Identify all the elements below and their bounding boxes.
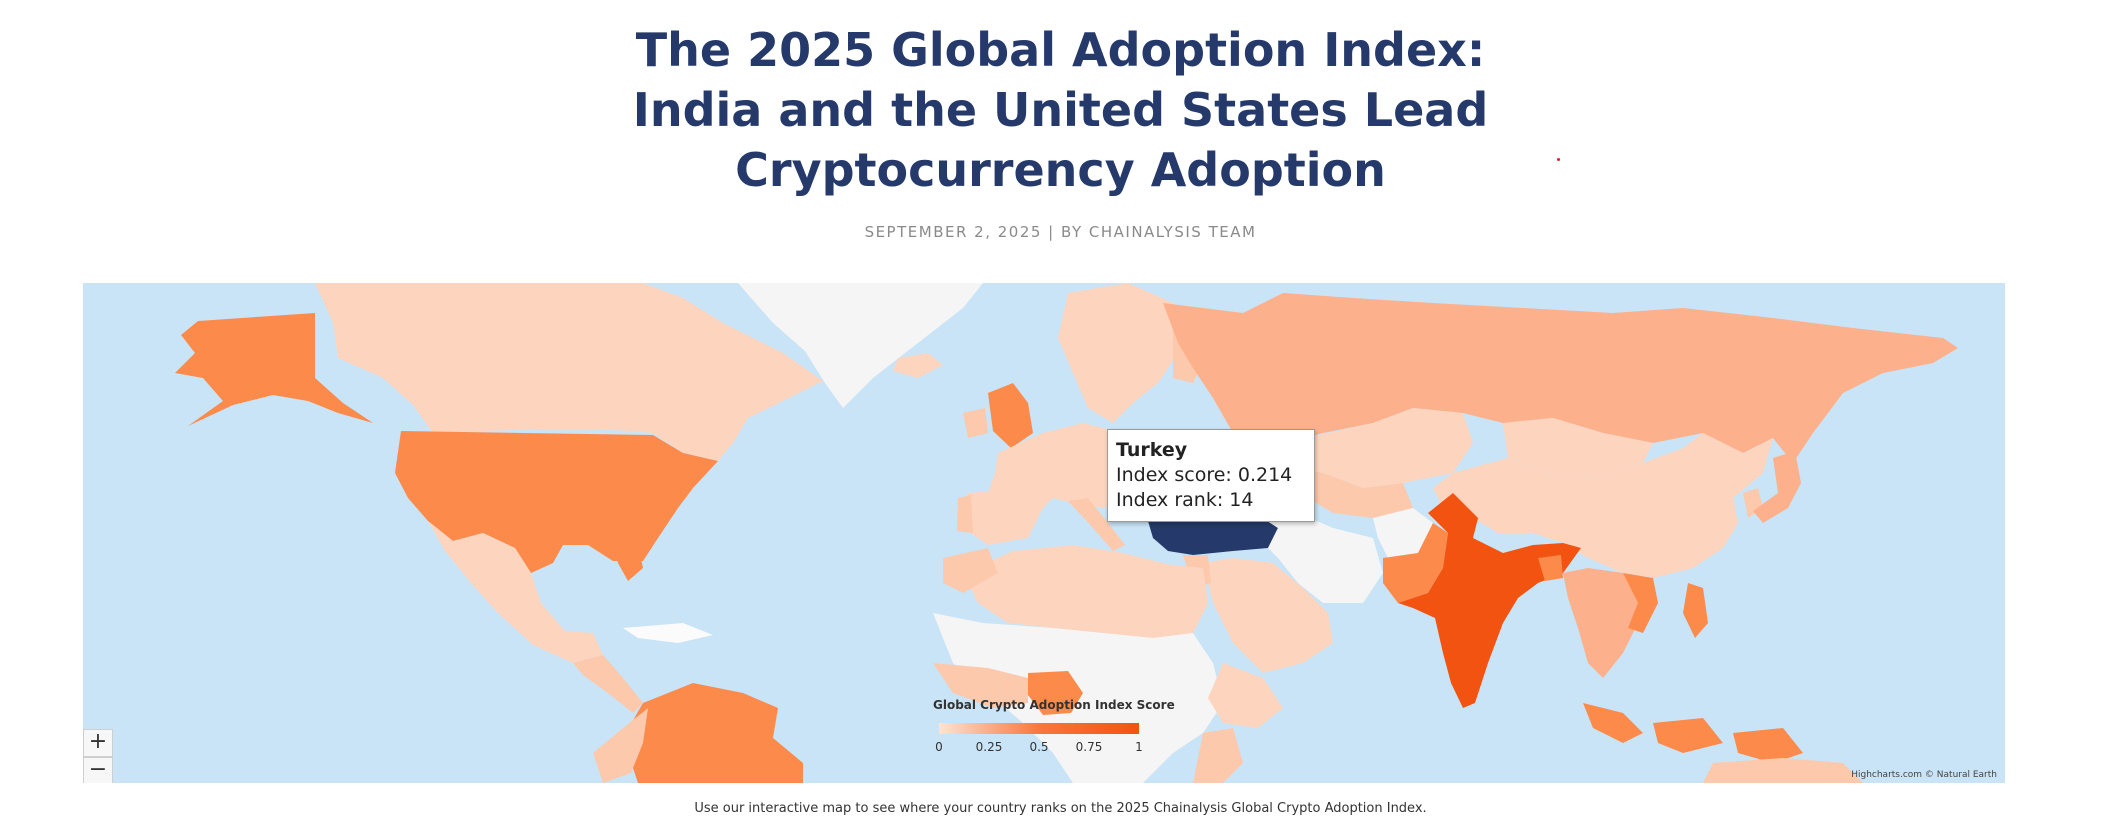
country-mongolia[interactable] <box>1503 418 1653 478</box>
country-vietnam[interactable] <box>1623 573 1658 633</box>
tooltip-rank-value: 14 <box>1229 489 1254 511</box>
country-united-states-florida[interactable] <box>613 545 643 581</box>
country-alaska[interactable] <box>175 313 373 426</box>
zoom-in-button[interactable]: + <box>83 729 113 757</box>
country-kenya[interactable] <box>1193 728 1243 783</box>
country-kazakhstan[interactable] <box>1283 408 1473 488</box>
country-greenland[interactable] <box>738 283 983 408</box>
legend-tick-1: 0.25 <box>975 740 1003 754</box>
country-portugal[interactable] <box>957 495 973 533</box>
article-title: The 2025 Global Adoption Index: India an… <box>0 20 2121 200</box>
country-venezuela[interactable] <box>623 683 803 783</box>
tooltip-rank-row: Index rank: 14 <box>1116 488 1306 513</box>
country-egypt[interactable] <box>1153 563 1208 633</box>
country-spain[interactable] <box>968 488 1043 545</box>
country-italy[interactable] <box>1068 498 1125 551</box>
legend-tick-4: 1 <box>1135 740 1143 754</box>
tooltip-score-value: 0.214 <box>1237 464 1293 486</box>
country-indonesia[interactable] <box>1583 703 1803 763</box>
legend-tick-2: 0.5 <box>1029 740 1049 754</box>
legend-ticks: 0 0.25 0.5 0.75 1 <box>935 740 1143 756</box>
legend-tick-3: 0.75 <box>1075 740 1103 754</box>
tooltip-score-label: Index score: <box>1116 464 1232 486</box>
tooltip-rank-label: Index rank: <box>1116 489 1224 511</box>
tooltip-country: Turkey <box>1116 439 1188 461</box>
country-ethiopia[interactable] <box>1208 663 1283 728</box>
country-central-asia[interactable] <box>1293 468 1413 518</box>
legend-tick-0: 0 <box>935 740 943 754</box>
zoom-out-button[interactable]: − <box>83 757 113 783</box>
country-china[interactable] <box>1433 433 1773 578</box>
country-nigeria[interactable] <box>1028 671 1083 715</box>
tooltip-score-row: Index score: 0.214 <box>1116 463 1306 488</box>
country-colombia[interactable] <box>593 708 648 783</box>
world-map[interactable]: Turkey Index score: 0.214 Index rank: 14… <box>83 283 2005 783</box>
country-central-america[interactable] <box>573 655 643 713</box>
country-ireland[interactable] <box>963 408 988 438</box>
decorative-dot <box>1557 158 1560 161</box>
country-pakistan[interactable] <box>1383 523 1448 603</box>
country-united-states[interactable] <box>395 431 718 573</box>
title-line-3: Cryptocurrency Adoption <box>735 143 1386 197</box>
map-legend: Global Crypto Adoption Index Score 0 0.2… <box>933 698 1175 756</box>
country-north-africa[interactable] <box>963 545 1208 638</box>
country-bangladesh[interactable] <box>1538 555 1563 581</box>
map-canvas[interactable] <box>83 283 2005 783</box>
country-iceland[interactable] <box>893 353 943 378</box>
country-japan[interactable] <box>1753 451 1801 523</box>
country-afghanistan[interactable] <box>1373 508 1433 558</box>
country-mexico[interactable] <box>428 521 603 663</box>
country-west-africa[interactable] <box>933 663 1028 708</box>
country-scandinavia[interactable] <box>1058 283 1178 423</box>
map-caption: Use our interactive map to see where you… <box>694 801 1427 816</box>
country-iran[interactable] <box>1258 515 1383 603</box>
country-saudi-arabia[interactable] <box>1203 558 1333 673</box>
country-russia[interactable] <box>1163 293 1958 463</box>
country-tooltip: Turkey Index score: 0.214 Index rank: 14 <box>1107 429 1315 522</box>
country-australia[interactable] <box>1703 758 1863 783</box>
article-byline: SEPTEMBER 2, 2025 | BY CHAINALYSIS TEAM <box>864 223 1257 241</box>
country-philippines[interactable] <box>1683 583 1708 638</box>
title-line-1: The 2025 Global Adoption Index: <box>635 23 1486 77</box>
country-india[interactable] <box>1398 493 1581 708</box>
title-line-2: India and the United States Lead <box>632 83 1489 137</box>
country-canada-islands[interactable] <box>393 283 693 355</box>
map-credits[interactable]: Highcharts.com © Natural Earth <box>1851 770 1997 780</box>
country-united-kingdom[interactable] <box>988 383 1033 448</box>
legend-title: Global Crypto Adoption Index Score <box>933 698 1175 712</box>
country-morocco[interactable] <box>943 548 998 593</box>
country-southeast-asia[interactable] <box>1563 568 1643 678</box>
legend-color-scale <box>939 723 1139 734</box>
country-caribbean[interactable] <box>623 623 713 643</box>
